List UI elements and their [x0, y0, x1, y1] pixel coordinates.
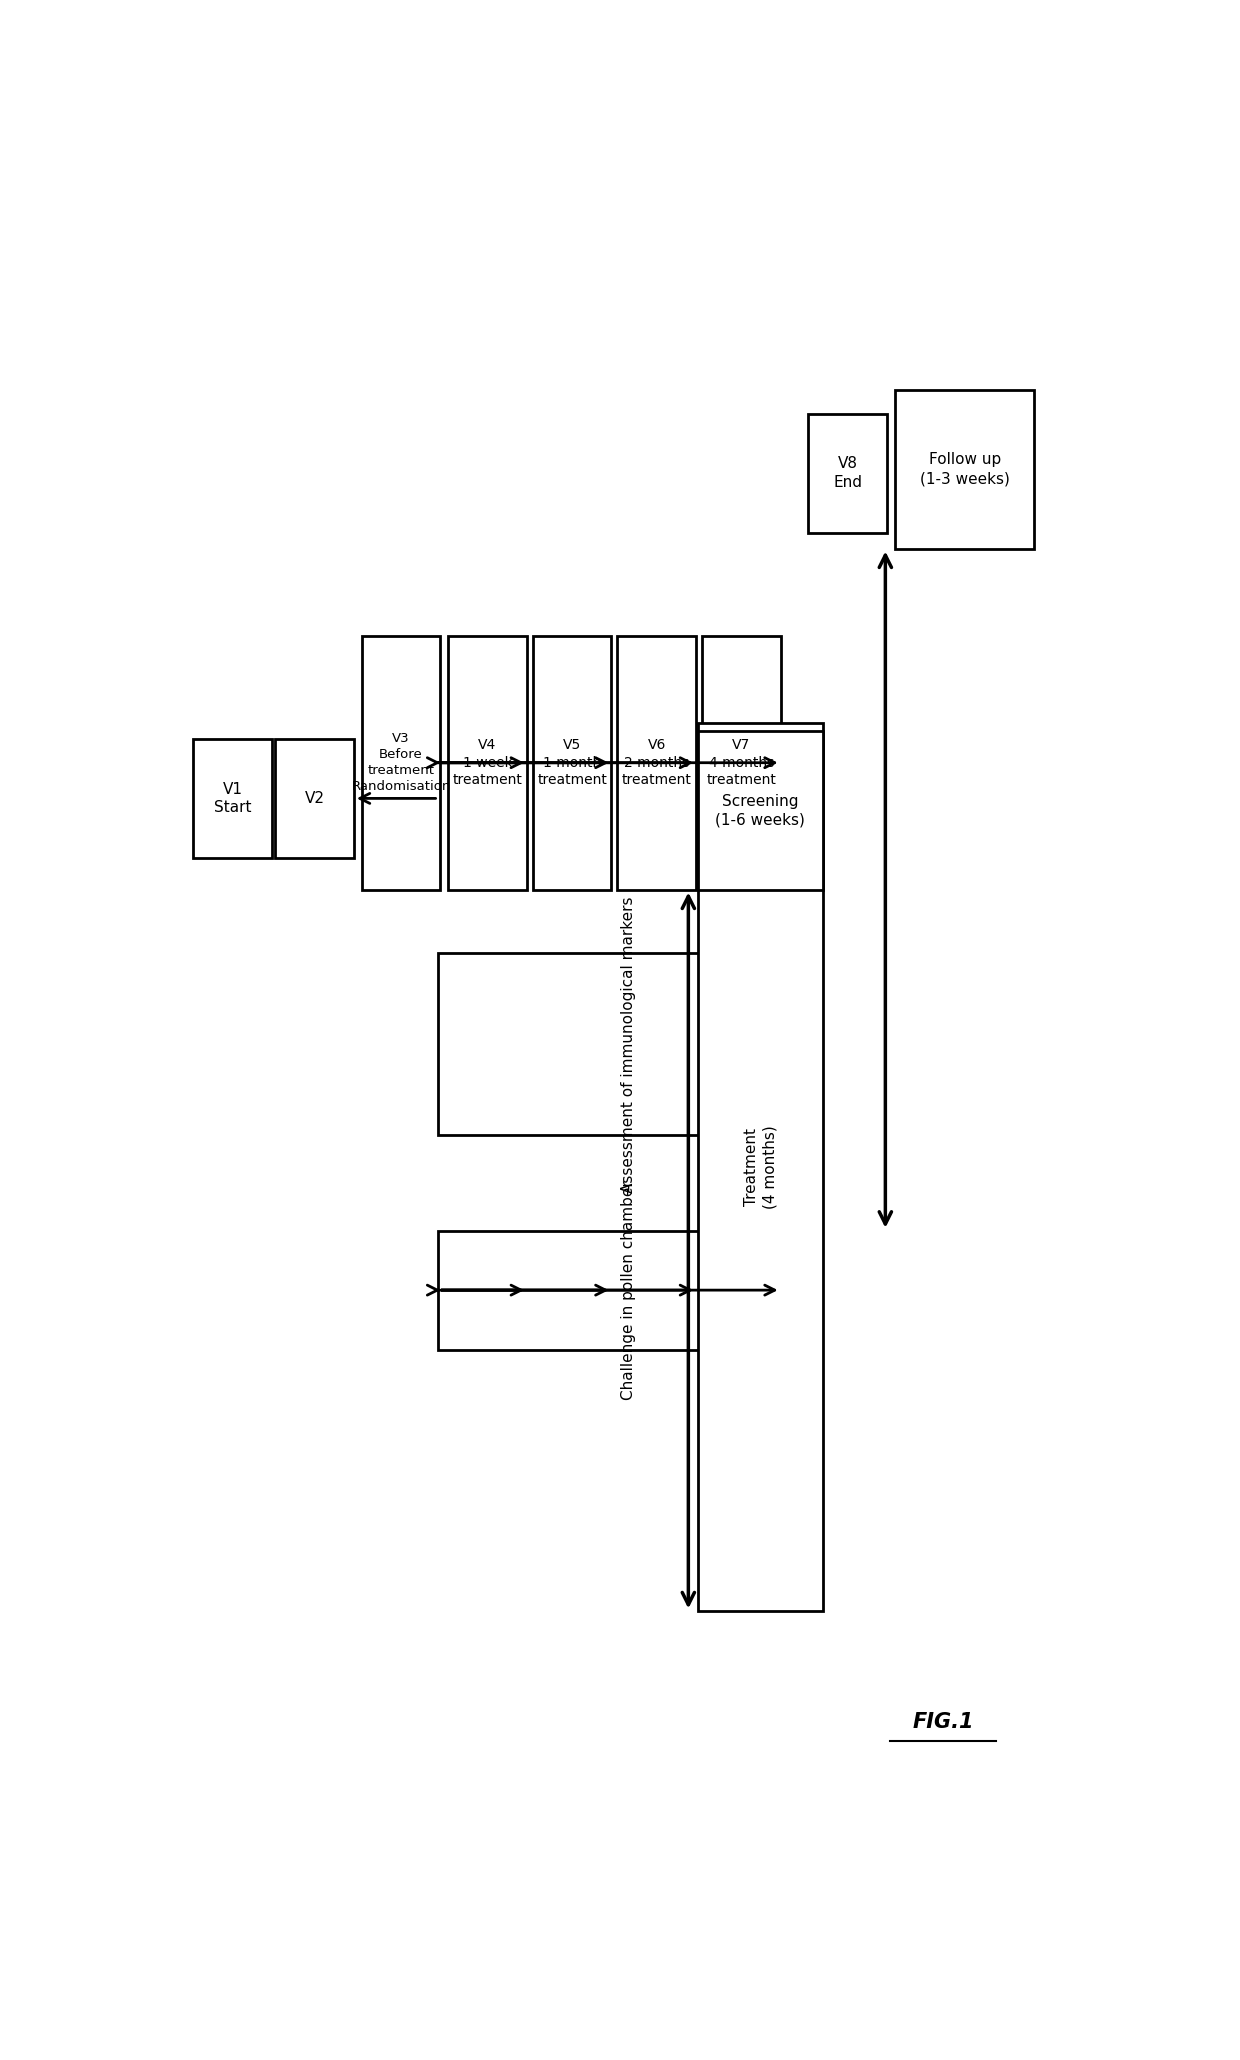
Bar [362, 637, 440, 890]
Text: Treatment
(4 months): Treatment (4 months) [744, 1125, 777, 1209]
Bar [448, 637, 527, 890]
Bar [702, 637, 781, 890]
Text: V7
4 months
treatment: V7 4 months treatment [707, 737, 776, 787]
Text: Challenge in pollen chamber: Challenge in pollen chamber [621, 1180, 636, 1401]
Bar [275, 740, 353, 857]
Text: V4
1 week
treatment: V4 1 week treatment [453, 737, 522, 787]
Text: V2: V2 [305, 791, 325, 805]
Bar [698, 731, 823, 890]
Bar [439, 954, 818, 1135]
Text: V8
End: V8 End [833, 457, 862, 490]
Text: FIG.1: FIG.1 [913, 1712, 973, 1732]
Bar [808, 414, 888, 534]
Text: V5
1 month
treatment: V5 1 month treatment [537, 737, 608, 787]
Bar [698, 723, 823, 1611]
Text: V6
2 months
treatment: V6 2 months treatment [621, 737, 692, 787]
Text: Follow up
(1-3 weeks): Follow up (1-3 weeks) [920, 453, 1009, 486]
Bar [618, 637, 696, 890]
Bar [895, 389, 1034, 548]
Text: Assessment of immunological markers: Assessment of immunological markers [621, 896, 636, 1193]
Bar [439, 1230, 818, 1349]
Text: Screening
(1-6 weeks): Screening (1-6 weeks) [715, 793, 805, 828]
Bar [533, 637, 611, 890]
Text: V3
Before
treatment
Randomisation: V3 Before treatment Randomisation [351, 731, 450, 793]
Bar [193, 740, 273, 857]
Text: V1
Start: V1 Start [215, 781, 252, 816]
